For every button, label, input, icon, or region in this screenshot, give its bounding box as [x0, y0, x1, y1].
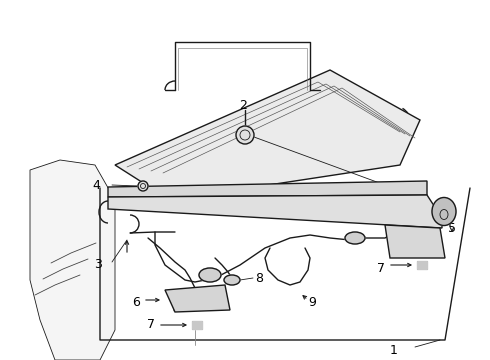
Ellipse shape	[224, 275, 240, 285]
Ellipse shape	[199, 268, 221, 282]
Text: 7: 7	[147, 319, 155, 332]
Ellipse shape	[138, 181, 148, 191]
Text: 2: 2	[239, 99, 247, 112]
Text: 5: 5	[448, 221, 456, 234]
Ellipse shape	[345, 232, 365, 244]
Ellipse shape	[236, 126, 254, 144]
Text: 8: 8	[255, 271, 263, 284]
Bar	[192, 321, 202, 329]
Polygon shape	[165, 285, 230, 312]
Polygon shape	[108, 181, 427, 197]
Text: 6: 6	[132, 296, 140, 309]
Ellipse shape	[432, 198, 456, 225]
Text: 4: 4	[92, 179, 100, 192]
Text: 8: 8	[405, 212, 413, 225]
Polygon shape	[385, 225, 445, 258]
Text: 7: 7	[377, 261, 385, 274]
Polygon shape	[108, 195, 442, 228]
Polygon shape	[115, 70, 420, 200]
Text: 9: 9	[308, 296, 316, 309]
Text: 1: 1	[390, 343, 398, 356]
Text: 3: 3	[94, 258, 102, 271]
Polygon shape	[30, 160, 115, 360]
Bar	[417, 261, 427, 269]
